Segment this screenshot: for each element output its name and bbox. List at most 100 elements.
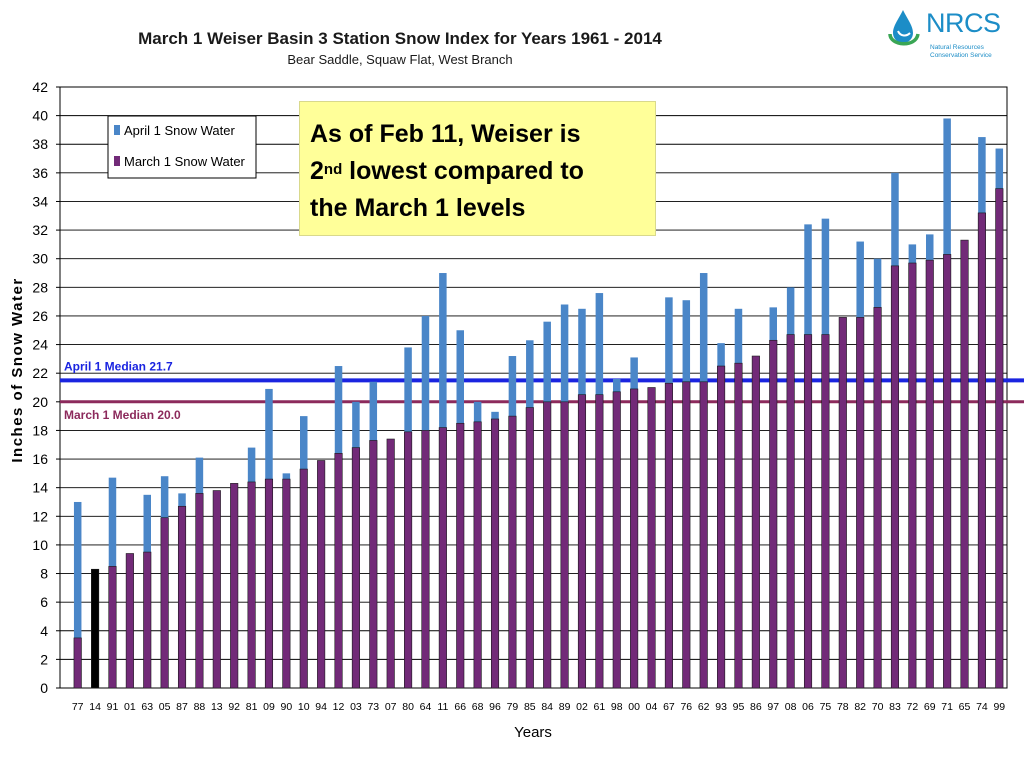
bar-march-1 <box>682 381 691 689</box>
y-tick-label: 30 <box>32 251 48 267</box>
bar-march-1 <box>177 505 187 689</box>
x-tick-label: 68 <box>472 701 484 713</box>
y-tick-label: 40 <box>32 108 48 124</box>
bar-march-1 <box>299 468 308 689</box>
annotation-line-2-rest: lowest compared to <box>342 157 584 185</box>
legend-swatch-april <box>114 125 120 135</box>
x-tick-label: 61 <box>594 701 606 713</box>
bar-march-1 <box>717 365 726 689</box>
x-tick-label: 82 <box>854 701 866 713</box>
x-tick-label: 67 <box>663 701 675 713</box>
annotation-line-1: As of Feb 11, Weiser is <box>310 120 581 148</box>
bar-march-1 <box>421 430 430 689</box>
bar-march-1 <box>334 453 343 689</box>
bar-march-1 <box>386 438 395 689</box>
x-tick-label: 74 <box>976 701 988 713</box>
bar-march-1 <box>264 478 274 689</box>
y-tick-label: 18 <box>32 422 48 438</box>
x-tick-label: 69 <box>924 701 936 713</box>
nrcs-logo: NRCS Natural Resources Conservation Serv… <box>886 6 1016 68</box>
legend-box <box>107 115 257 179</box>
y-tick-label: 34 <box>32 193 48 209</box>
y-tick-label: 22 <box>32 365 48 381</box>
bar-march-1 <box>943 254 952 689</box>
y-tick-label: 8 <box>40 566 48 582</box>
x-tick-label: 89 <box>559 701 571 713</box>
x-tick-label: 66 <box>454 701 466 713</box>
bar-march-1 <box>73 637 82 689</box>
y-tick-label: 42 <box>32 79 48 95</box>
x-tick-label: 84 <box>541 701 553 713</box>
bar-march-1 <box>577 394 587 689</box>
legend-label-april: April 1 Snow Water <box>124 123 235 138</box>
bar-march-1 <box>438 427 447 689</box>
x-tick-label: 70 <box>872 701 884 713</box>
bar-march-1 <box>734 362 743 689</box>
march-median-label: March 1 Median 20.0 <box>64 408 181 422</box>
bar-march-1 <box>456 422 465 689</box>
bar-march-1 <box>786 334 795 689</box>
y-tick-label: 28 <box>32 279 48 295</box>
y-tick-label: 32 <box>32 222 48 238</box>
bar-march-1 <box>282 478 291 689</box>
bar-march-1 <box>960 239 969 689</box>
bar-march-1 <box>543 401 552 689</box>
bar-march-1 <box>699 381 708 689</box>
x-tick-label: 65 <box>959 701 971 713</box>
x-tick-label: 06 <box>802 701 814 713</box>
bar-march-1 <box>195 493 204 689</box>
annotation-line-2: 2nd lowest compared to <box>310 153 645 190</box>
x-tick-label: 96 <box>489 701 501 713</box>
bar-march-1 <box>821 334 830 689</box>
bar-march-1 <box>143 551 152 689</box>
bar-march-1 <box>612 391 621 689</box>
x-tick-label: 94 <box>315 701 327 713</box>
x-tick-label: 08 <box>785 701 797 713</box>
y-tick-label: 4 <box>40 623 48 639</box>
bar-march-1 <box>647 387 656 689</box>
x-tick-label: 99 <box>993 701 1005 713</box>
x-tick-label: 04 <box>646 701 658 713</box>
bar-march-1 <box>908 262 917 689</box>
chart-subtitle: Bear Saddle, Squaw Flat, West Branch <box>287 52 512 67</box>
x-tick-label: 02 <box>576 701 588 713</box>
x-tick-label: 12 <box>333 701 345 713</box>
y-tick-label: 20 <box>32 394 48 410</box>
x-tick-label: 78 <box>837 701 849 713</box>
x-tick-label: 98 <box>611 701 623 713</box>
x-tick-label: 05 <box>159 701 171 713</box>
y-tick-label: 36 <box>32 165 48 181</box>
bar-march-1 <box>351 447 360 689</box>
bar-march-1 <box>751 355 760 689</box>
logo-subtitle-line-1: Natural Resources <box>930 44 984 51</box>
bar-march-1 <box>925 259 934 689</box>
bar-march-1 <box>769 339 778 689</box>
logo-subtitle-line-2: Conservation Service <box>930 52 992 59</box>
annotation-rank-suffix: nd <box>323 161 343 178</box>
bar-march-1 <box>91 568 100 689</box>
x-tick-label: 90 <box>281 701 293 713</box>
x-tick-label: 71 <box>941 701 953 713</box>
bar-march-1 <box>490 418 500 689</box>
annotation-rank: 2 <box>310 157 324 185</box>
water-drop-icon <box>888 10 920 46</box>
legend-label-march: March 1 Snow Water <box>124 154 246 169</box>
x-tick-label: 97 <box>767 701 779 713</box>
bar-march-1 <box>803 334 813 689</box>
bar-march-1 <box>595 394 604 689</box>
bar-march-1 <box>630 388 639 689</box>
x-tick-label: 80 <box>402 701 414 713</box>
bar-march-1 <box>473 421 482 689</box>
x-tick-label: 92 <box>228 701 240 713</box>
bar-march-1 <box>508 415 517 689</box>
bar-march-1 <box>838 317 847 689</box>
logo-subtitle: Natural Resources Conservation Service <box>930 44 1020 60</box>
x-tick-label: 85 <box>524 701 536 713</box>
x-tick-label: 62 <box>698 701 710 713</box>
x-tick-label: 14 <box>89 701 101 713</box>
bar-march-1 <box>856 317 865 689</box>
bar-april-1 <box>73 501 82 688</box>
bar-march-1 <box>404 431 413 689</box>
x-tick-label: 87 <box>176 701 188 713</box>
y-tick-label: 2 <box>40 651 48 667</box>
